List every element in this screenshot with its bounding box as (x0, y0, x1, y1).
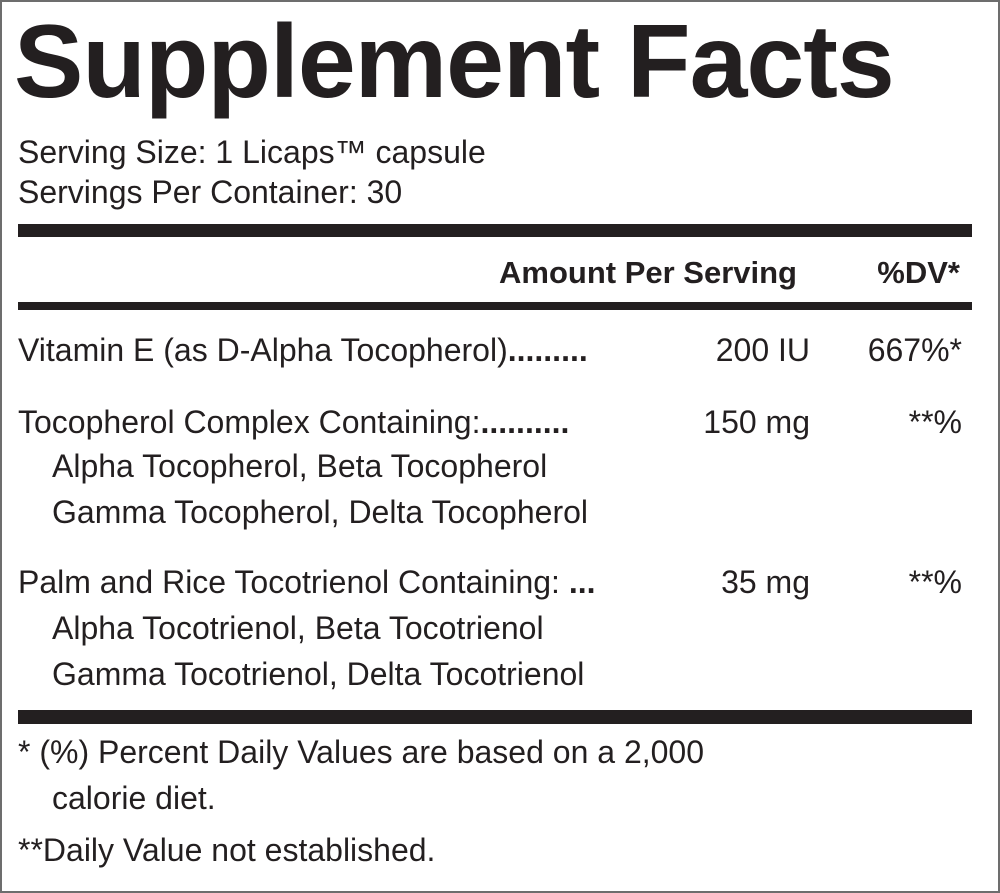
sub-ingredient: Alpha Tocopherol, Beta Tocopherol (52, 448, 548, 484)
footnote-dv: * (%) Percent Daily Values are based on … (18, 734, 705, 770)
footnote-dv-cont: calorie diet. (52, 780, 216, 816)
nutrient-amount: 35 mg (721, 564, 810, 600)
nutrient-amount: 150 mg (703, 404, 810, 440)
nutrient-row: Palm and Rice Tocotrienol Containing: ..… (18, 562, 596, 602)
thin-divider (18, 302, 972, 310)
nutrient-row: Tocopherol Complex Containing:.......... (18, 402, 569, 442)
thick-divider (18, 710, 972, 724)
nutrient-dv: 667%* (867, 332, 962, 368)
sub-ingredient: Gamma Tocotrienol, Delta Tocotrienol (52, 656, 585, 692)
amount-per-serving-header: Amount Per Serving (499, 255, 797, 290)
nutrient-name: Vitamin E (as D-Alpha Tocopherol) (18, 332, 508, 368)
dot-leader: ... (559, 564, 596, 600)
nutrient-name: Palm and Rice Tocotrienol Containing: (18, 564, 560, 600)
nutrient-amount: 200 IU (715, 332, 810, 368)
serving-size: Serving Size: 1 Licaps™ capsule (18, 134, 486, 170)
thick-divider (18, 224, 972, 237)
sub-ingredient: Alpha Tocotrienol, Beta Tocotrienol (52, 610, 544, 646)
nutrient-name: Tocopherol Complex Containing: (18, 404, 481, 440)
nutrient-dv: **% (908, 404, 962, 440)
sub-ingredient: Gamma Tocopherol, Delta Tocopherol (52, 494, 588, 530)
label-title: Supplement Facts (14, 4, 895, 120)
dot-leader: .......... (480, 404, 570, 440)
nutrient-dv: **% (908, 564, 962, 600)
servings-per-container: Servings Per Container: 30 (18, 174, 403, 210)
footnote-not-established: **Daily Value not established. (18, 832, 436, 868)
dv-header: %DV* (877, 255, 960, 290)
dot-leader: ......... (507, 332, 588, 368)
nutrient-row: Vitamin E (as D-Alpha Tocopherol).......… (18, 330, 588, 370)
